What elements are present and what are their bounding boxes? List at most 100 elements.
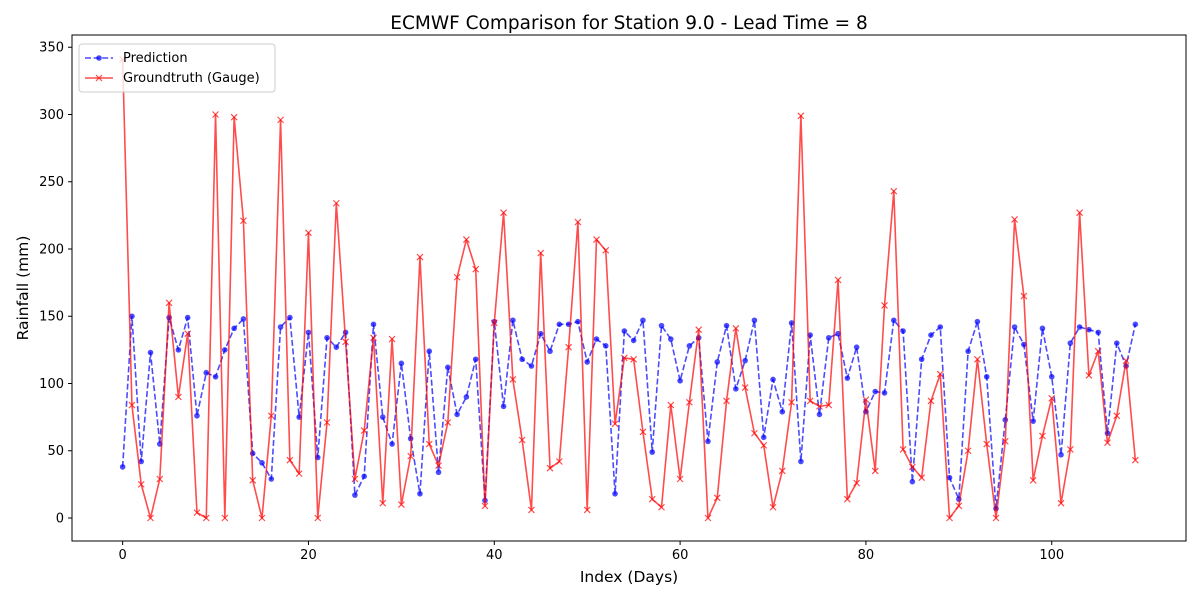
groundtruth-point <box>1011 215 1019 223</box>
groundtruth-point <box>853 479 861 487</box>
groundtruth-point <box>751 429 758 437</box>
prediction-point <box>361 473 368 480</box>
groundtruth-point <box>239 217 247 225</box>
prediction-point <box>798 458 804 465</box>
groundtruth-point <box>416 253 424 261</box>
prediction-point <box>1002 417 1009 423</box>
prediction-point <box>844 375 851 381</box>
y-tick-label: 50 <box>47 444 64 459</box>
groundtruth-point <box>723 397 730 405</box>
groundtruth-point <box>583 506 591 514</box>
prediction-point <box>946 474 953 481</box>
prediction-point <box>575 318 581 325</box>
groundtruth-point <box>1122 357 1130 365</box>
groundtruth-point <box>500 209 507 217</box>
prediction-point <box>593 336 600 342</box>
groundtruth-point <box>1029 476 1037 484</box>
groundtruth-point <box>277 116 285 124</box>
groundtruth-point <box>964 447 972 455</box>
prediction-point <box>621 328 628 334</box>
groundtruth-point <box>472 265 480 273</box>
prediction-point <box>816 411 823 418</box>
prediction-point <box>853 344 860 350</box>
groundtruth-point <box>890 187 898 195</box>
prediction-point <box>537 330 544 337</box>
prediction-point <box>677 378 683 384</box>
groundtruth-point <box>806 397 814 405</box>
prediction-point <box>324 334 330 341</box>
prediction-point <box>119 464 126 470</box>
prediction-point <box>510 317 516 324</box>
prediction-point <box>965 348 971 355</box>
prediction-point <box>519 356 525 363</box>
y-tick-label: 0 <box>56 512 64 527</box>
prediction-point <box>222 347 228 353</box>
groundtruth-point <box>797 112 805 120</box>
groundtruth-point <box>918 474 926 482</box>
prediction-point <box>612 490 618 497</box>
prediction-point <box>751 317 758 324</box>
groundtruth-point <box>165 299 173 307</box>
groundtruth-point <box>871 467 879 475</box>
prediction-point <box>1058 451 1064 458</box>
groundtruth-point <box>788 398 796 406</box>
groundtruth-point <box>407 452 415 460</box>
groundtruth-point <box>174 393 182 401</box>
prediction-point <box>389 441 395 447</box>
prediction-point <box>835 330 841 337</box>
groundtruth-point <box>1048 394 1056 402</box>
prediction-point <box>417 490 423 497</box>
groundtruth-point <box>648 495 656 503</box>
groundtruth-point <box>528 506 535 514</box>
groundtruth-point <box>332 199 340 207</box>
prediction-point <box>900 328 906 334</box>
prediction-point <box>249 450 256 457</box>
plot-area <box>72 35 1186 541</box>
groundtruth-point <box>955 502 963 510</box>
prediction-point <box>500 403 507 410</box>
prediction-point <box>974 318 981 325</box>
y-tick-label: 150 <box>39 310 64 325</box>
prediction-point <box>742 357 748 364</box>
groundtruth-point <box>899 445 907 453</box>
x-axis-label: Index (Days) <box>580 568 678 586</box>
groundtruth-point <box>620 354 628 362</box>
groundtruth-point <box>490 319 498 327</box>
prediction-point <box>723 322 730 329</box>
prediction-point <box>435 469 442 476</box>
prediction-point <box>686 343 693 349</box>
prediction-point <box>463 394 470 400</box>
groundtruth-point <box>453 273 461 281</box>
prediction-point <box>1030 418 1036 424</box>
groundtruth-point <box>221 514 229 522</box>
prediction-point <box>658 322 665 329</box>
legend-prediction-label: Prediction <box>123 51 188 66</box>
groundtruth-point <box>537 249 545 257</box>
prediction-point <box>138 458 145 465</box>
prediction-point <box>937 324 944 330</box>
prediction-point <box>556 321 563 328</box>
prediction-point <box>649 449 656 455</box>
groundtruth-point <box>1113 412 1121 420</box>
groundtruth-point <box>778 467 786 475</box>
x-tick-label: 40 <box>486 548 503 563</box>
prediction-point <box>909 478 916 485</box>
prediction-point <box>333 344 340 350</box>
groundtruth-point <box>388 335 396 343</box>
prediction-point <box>1048 373 1055 380</box>
prediction-point <box>640 317 646 324</box>
groundtruth-point <box>973 355 981 363</box>
prediction-point <box>175 347 182 353</box>
prediction-point <box>212 373 219 380</box>
groundtruth-point <box>128 401 136 409</box>
prediction-point <box>890 317 897 324</box>
groundtruth-point <box>769 503 777 511</box>
groundtruth-point <box>602 246 610 254</box>
prediction-point <box>398 360 405 367</box>
chart-title: ECMWF Comparison for Station 9.0 - Lead … <box>390 13 868 34</box>
groundtruth-point <box>1039 432 1046 440</box>
groundtruth-point <box>1094 347 1102 355</box>
prediction-point <box>203 369 210 376</box>
groundtruth-point <box>1057 499 1065 507</box>
groundtruth-point <box>843 495 851 503</box>
